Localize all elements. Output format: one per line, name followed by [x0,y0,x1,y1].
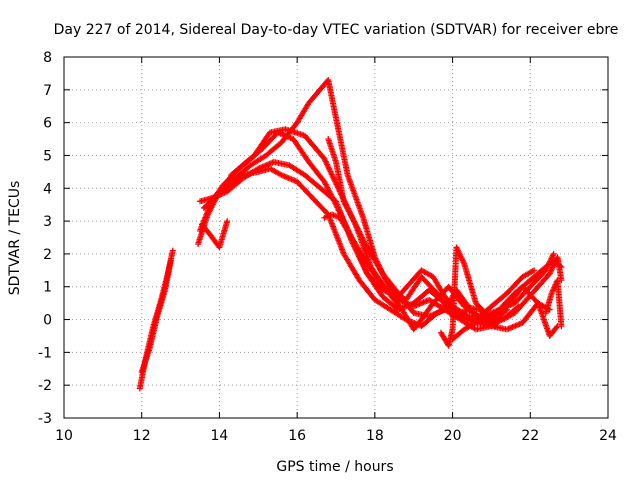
data-series [437,244,561,349]
data-points [136,76,565,392]
y-tick-label: 6 [43,116,52,132]
y-tick-label: 8 [43,50,52,66]
data-point-marker [238,173,245,180]
chart-title: Day 227 of 2014, Sidereal Day-to-day VTE… [54,22,619,38]
y-tick-label: 7 [43,83,52,99]
x-axis-label: GPS time / hours [276,459,393,475]
data-point-marker [558,323,565,330]
y-tick-label: -2 [38,378,52,394]
y-axis-label: SDTVAR / TECUs [7,181,23,296]
x-tick-label: 22 [521,428,539,444]
x-tick-label: 12 [133,428,151,444]
y-tick-label: 3 [43,214,52,230]
x-tick-label: 16 [288,428,306,444]
y-tick-label: 2 [43,247,52,263]
x-tick-label: 10 [55,428,73,444]
x-tick-label: 18 [366,428,384,444]
y-tick-label: -1 [38,345,52,361]
data-series [449,254,565,343]
x-tick-label: 20 [444,428,462,444]
data-series [138,257,174,376]
y-tick-label: 4 [43,181,52,197]
data-point-marker [169,247,176,254]
y-tick-label: -3 [38,411,52,427]
x-tick-label: 14 [211,428,229,444]
y-tick-label: 1 [43,280,52,296]
x-tick-label: 24 [599,428,617,444]
y-tick-label: 0 [43,313,52,329]
data-series [198,218,231,251]
data-point-marker [167,257,174,264]
y-tick-label: 5 [43,148,52,164]
data-point-marker [550,250,557,257]
data-point-marker [531,267,538,274]
data-point-marker [553,324,560,331]
data-series [542,277,565,330]
plot-area-border [63,56,609,419]
data-point-marker [224,218,231,225]
